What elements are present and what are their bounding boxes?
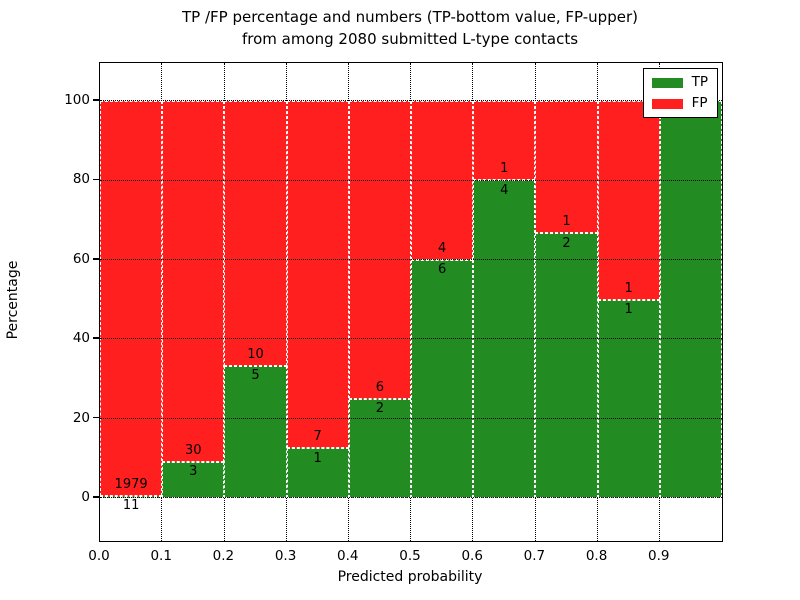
tp-count-label: 3 — [189, 464, 198, 480]
tp-bar-segment — [535, 233, 598, 498]
tp-count-label: 1 — [313, 450, 322, 466]
tp-bar-segment — [162, 461, 225, 498]
tp-count-label: 11 — [122, 498, 140, 514]
tp-bar-segment — [411, 259, 474, 498]
tp-count-label: 5 — [251, 368, 260, 384]
plot-area: 19791130310571624614121106 TP FP — [99, 62, 723, 542]
legend-swatch-fp — [651, 98, 683, 109]
tp-count-label: 1 — [624, 302, 633, 317]
fp-bar-segment — [224, 101, 287, 366]
y-gridline — [100, 259, 722, 260]
y-gridline — [100, 497, 722, 499]
legend-item-fp: FP — [651, 95, 708, 111]
y-tick-mark — [93, 99, 99, 101]
y-tick-label: 20 — [72, 409, 90, 426]
x-tick-label: 0.3 — [274, 548, 297, 564]
y-tick-label: 100 — [64, 92, 90, 108]
tp-bar-segment — [659, 101, 722, 498]
fp-count-label: 1 — [500, 161, 509, 177]
x-tick-label: 0.4 — [337, 548, 359, 564]
y-tick-mark — [93, 258, 99, 260]
tp-bar-segment — [348, 398, 411, 498]
tp-bar-segment — [597, 299, 660, 498]
y-gridline — [100, 417, 722, 419]
x-tick-label: 0.7 — [523, 548, 546, 564]
fp-count-label: 1979 — [114, 476, 148, 492]
x-axis-label: Predicted probability — [337, 569, 483, 585]
x-tick-label: 0.6 — [461, 548, 483, 564]
tp-bar-segment — [224, 365, 287, 498]
tp-count-label: 6 — [437, 262, 447, 278]
chart-title: TP /FP percentage and numbers (TP-bottom… — [99, 7, 721, 51]
tp-count-label: 2 — [562, 235, 571, 251]
chart-title-line1: TP /FP percentage and numbers (TP-bottom… — [182, 8, 638, 26]
y-tick-label: 60 — [72, 250, 90, 267]
y-tick-label: 0 — [81, 489, 90, 505]
x-tick-label: 0.9 — [648, 548, 670, 564]
legend-swatch-tp — [651, 77, 683, 88]
fp-bar-segment — [100, 101, 163, 496]
y-tick-mark — [93, 416, 99, 419]
legend: TP FP — [642, 68, 718, 118]
y-tick-label: 80 — [72, 171, 90, 188]
y-tick-mark — [93, 178, 99, 181]
tp-count-label: 2 — [375, 401, 385, 417]
fp-bar-segment — [535, 101, 598, 234]
legend-item-tp: TP — [651, 74, 708, 90]
y-gridline — [100, 338, 722, 340]
y-tick-label: 40 — [72, 330, 90, 347]
y-tick-mark — [93, 496, 99, 498]
x-tick-label: 0.1 — [150, 548, 172, 564]
fp-count-label: 1 — [562, 214, 571, 230]
fp-count-label: 6 — [375, 379, 385, 395]
tp-bar-segment — [286, 448, 349, 498]
x-tick-label: 0.0 — [88, 548, 110, 564]
chart-title-line2: from among 2080 submitted L-type contact… — [241, 29, 579, 48]
x-tick-label: 0.2 — [212, 548, 235, 564]
fp-count-label: 1 — [624, 280, 633, 296]
fp-bar-segment — [348, 101, 411, 399]
tp-count-label: 4 — [500, 182, 509, 198]
legend-label-fp: FP — [691, 95, 708, 111]
fp-bar-segment — [286, 101, 349, 449]
fp-bar-segment — [162, 101, 225, 462]
fp-count-label: 4 — [437, 240, 447, 256]
y-axis-label: Percentage — [5, 260, 21, 340]
x-tick-label: 0.5 — [399, 548, 421, 564]
fp-count-label: 7 — [313, 429, 322, 445]
y-gridline — [100, 100, 722, 102]
fp-count-label: 30 — [185, 442, 202, 458]
y-tick-mark — [93, 337, 99, 339]
x-tick-label: 0.8 — [585, 548, 608, 564]
fp-count-label: 10 — [247, 346, 264, 362]
fp-bar-segment — [597, 101, 660, 300]
legend-label-tp: TP — [691, 74, 708, 90]
y-gridline — [100, 179, 722, 181]
